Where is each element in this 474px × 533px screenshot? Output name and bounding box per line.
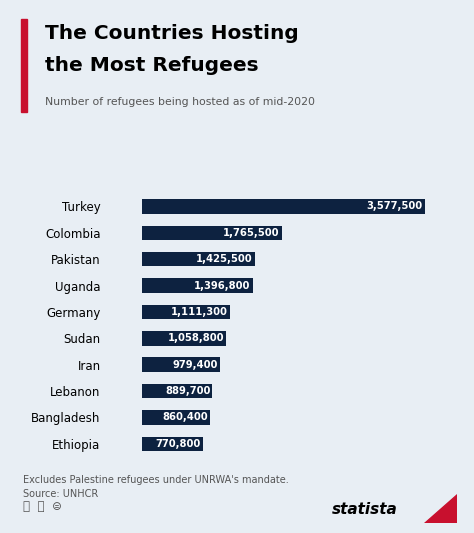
Text: 1,425,500: 1,425,500 bbox=[196, 254, 253, 264]
Bar bbox=[142, 410, 210, 425]
Text: The Countries Hosting: The Countries Hosting bbox=[45, 24, 299, 43]
Text: 3,577,500: 3,577,500 bbox=[367, 201, 423, 212]
Text: 860,400: 860,400 bbox=[163, 413, 208, 423]
Text: Source: UNHCR: Source: UNHCR bbox=[23, 489, 98, 499]
Text: 1,765,500: 1,765,500 bbox=[223, 228, 280, 238]
Text: the Most Refugees: the Most Refugees bbox=[45, 56, 259, 75]
Bar bbox=[142, 252, 255, 266]
Text: 770,800: 770,800 bbox=[156, 439, 201, 449]
Text: Number of refugees being hosted as of mid-2020: Number of refugees being hosted as of mi… bbox=[45, 97, 315, 107]
Text: ⓒ  ⓘ  ⊜: ⓒ ⓘ ⊜ bbox=[23, 500, 62, 513]
Text: 889,700: 889,700 bbox=[165, 386, 210, 396]
Polygon shape bbox=[424, 494, 457, 523]
Bar bbox=[142, 384, 212, 398]
Bar bbox=[142, 305, 230, 319]
Text: 979,400: 979,400 bbox=[172, 360, 218, 370]
Bar bbox=[142, 331, 226, 345]
Bar bbox=[142, 278, 253, 293]
Bar bbox=[142, 199, 425, 214]
Bar bbox=[142, 358, 219, 372]
Text: 1,058,800: 1,058,800 bbox=[167, 333, 224, 343]
Text: 1,396,800: 1,396,800 bbox=[194, 280, 251, 290]
Bar bbox=[142, 437, 203, 451]
Bar bbox=[142, 225, 282, 240]
Text: 1,111,300: 1,111,300 bbox=[171, 307, 228, 317]
Text: Excludes Palestine refugees under UNRWA's mandate.: Excludes Palestine refugees under UNRWA'… bbox=[23, 475, 289, 486]
Text: statista: statista bbox=[332, 502, 398, 517]
